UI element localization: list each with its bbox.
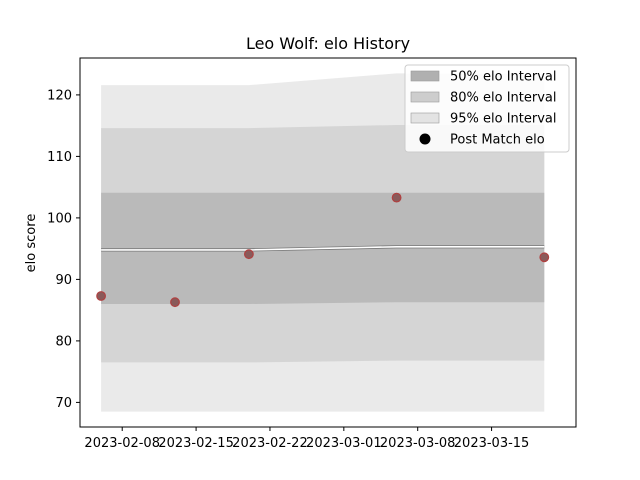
chart-title: Leo Wolf: elo History bbox=[246, 34, 410, 53]
post-match-point-4 bbox=[391, 192, 402, 203]
x-tick-label-2023-02-15: 2023-02-15 bbox=[158, 436, 234, 451]
post-match-point-5 bbox=[539, 252, 550, 263]
mean-line bbox=[101, 246, 545, 251]
legend-label-1: 50% elo Interval bbox=[450, 70, 557, 85]
x-tick-label-2023-02-22: 2023-02-22 bbox=[232, 436, 308, 451]
legend: 50% elo Interval 80% elo Interval 95% elo … bbox=[404, 64, 570, 153]
y-tick-label-100: 100 bbox=[47, 211, 72, 226]
y-tick-label-120: 120 bbox=[47, 88, 72, 103]
y-axis-label: elo score bbox=[24, 214, 39, 273]
legend-label-3: 95% elo Interval bbox=[450, 112, 557, 127]
legend-marker-post-match bbox=[419, 133, 431, 145]
legend-label-2: 80% elo Interval bbox=[450, 91, 557, 106]
post-match-point-1 bbox=[96, 291, 106, 301]
axes-frame bbox=[79, 57, 577, 428]
legend-swatch-1 bbox=[410, 70, 440, 82]
post-match-point-3 bbox=[243, 249, 254, 260]
x-tick-label-2023-03-15: 2023-03-15 bbox=[454, 436, 530, 451]
y-tick-label-70: 70 bbox=[55, 396, 72, 411]
plot-area: 7080901001101202023-02-082023-02-152023-… bbox=[47, 57, 577, 451]
y-tick-label-110: 110 bbox=[47, 150, 72, 165]
legend-box bbox=[404, 64, 570, 153]
x-tick-label-2023-03-01: 2023-03-01 bbox=[306, 436, 382, 451]
post-match-point-2 bbox=[170, 297, 180, 308]
y-tick-label-80: 80 bbox=[55, 334, 72, 349]
legend-swatch-2 bbox=[410, 91, 440, 103]
legend-swatch-3 bbox=[410, 112, 440, 124]
y-tick-label-90: 90 bbox=[55, 273, 72, 288]
x-tick-label-2023-03-08: 2023-03-08 bbox=[380, 436, 456, 451]
legend-label-4: Post Match elo bbox=[450, 133, 545, 148]
x-tick-label-2023-02-08: 2023-02-08 bbox=[84, 436, 160, 451]
